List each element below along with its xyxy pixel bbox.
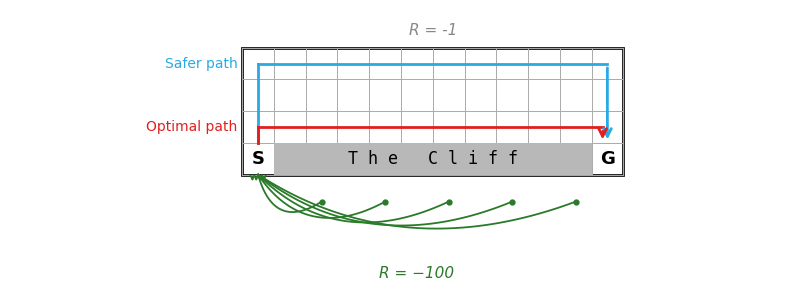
Text: R = −100: R = −100 <box>379 265 455 281</box>
Text: G: G <box>600 150 615 168</box>
Text: R = -1: R = -1 <box>408 23 457 38</box>
Text: Safer path: Safer path <box>164 56 237 71</box>
Bar <box>274 143 592 175</box>
Bar <box>242 48 623 175</box>
Text: Optimal path: Optimal path <box>146 120 237 134</box>
Text: S: S <box>252 150 265 168</box>
Text: T h e   C l i f f: T h e C l i f f <box>348 150 518 168</box>
